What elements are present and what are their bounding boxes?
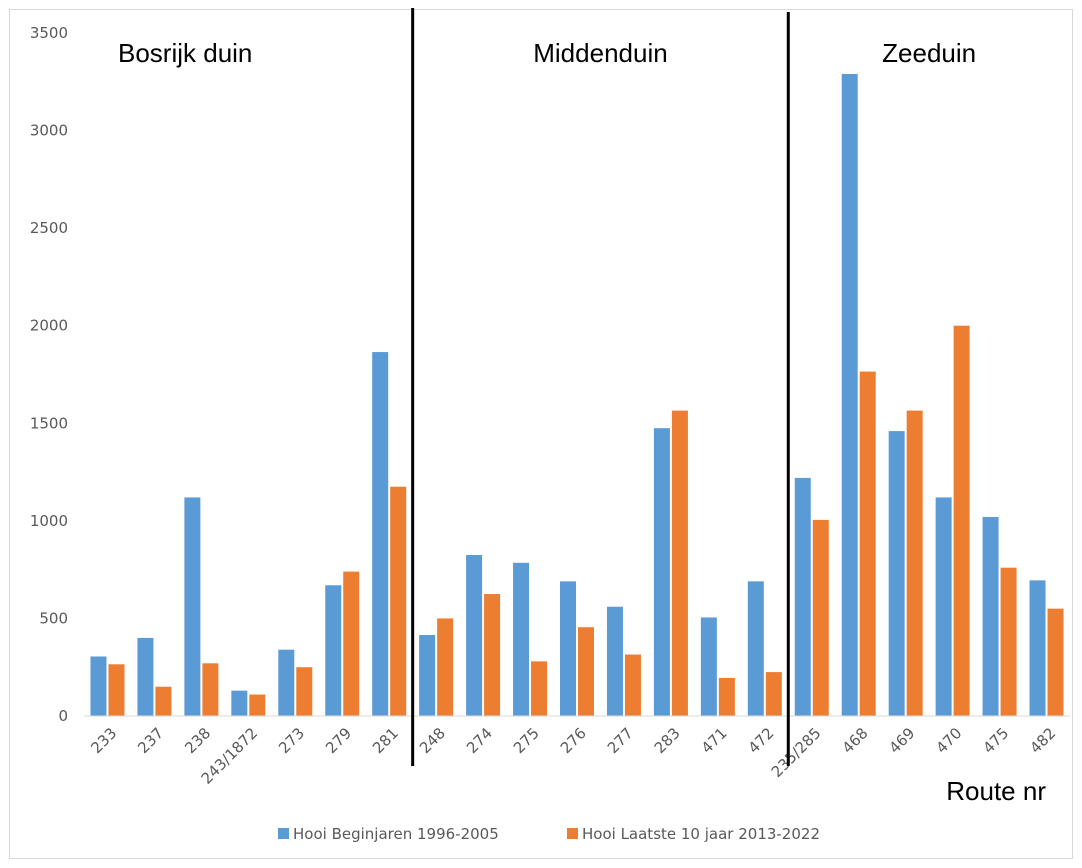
y-tick-label: 3500 bbox=[30, 24, 68, 42]
x-tick-label: 470 bbox=[932, 724, 965, 757]
bar-beginjaren-237 bbox=[137, 637, 154, 716]
y-tick-label: 0 bbox=[58, 707, 68, 725]
bar-laatste-243/1872 bbox=[249, 694, 266, 716]
bar-beginjaren-470 bbox=[935, 497, 952, 716]
x-tick-label: 248 bbox=[416, 724, 449, 757]
bar-laatste-237 bbox=[155, 686, 172, 716]
bar-beginjaren-275 bbox=[513, 562, 530, 716]
bar-beginjaren-277 bbox=[606, 606, 623, 716]
x-tick-label: 274 bbox=[463, 724, 496, 757]
bar-laatste-475 bbox=[1000, 567, 1017, 716]
bar-laatste-469 bbox=[906, 410, 923, 716]
bar-beginjaren-274 bbox=[466, 555, 483, 716]
y-tick-label: 1500 bbox=[30, 414, 68, 432]
legend-swatch bbox=[278, 828, 289, 839]
bar-laatste-281 bbox=[390, 486, 407, 716]
region-label: Middenduin bbox=[533, 38, 667, 68]
x-tick-label: 275 bbox=[510, 724, 543, 757]
legend-label: Hooi Laatste 10 jaar 2013-2022 bbox=[582, 825, 820, 843]
bar-beginjaren-469 bbox=[888, 431, 905, 716]
chart-frame bbox=[9, 9, 1073, 859]
y-tick-label: 1000 bbox=[30, 512, 68, 530]
bar-beginjaren-276 bbox=[560, 581, 576, 716]
x-tick-label: 237 bbox=[134, 724, 167, 757]
x-tick-label: 279 bbox=[322, 724, 355, 757]
bar-beginjaren-235/285 bbox=[794, 477, 811, 716]
bar-laatste-470 bbox=[953, 325, 970, 716]
bar-beginjaren-273 bbox=[278, 649, 295, 716]
bars bbox=[90, 73, 1064, 717]
bar-laatste-472 bbox=[765, 672, 782, 716]
bar-laatste-279 bbox=[343, 571, 360, 716]
bar-beginjaren-248 bbox=[419, 635, 436, 716]
bar-laatste-248 bbox=[437, 618, 454, 716]
legend-swatch bbox=[567, 828, 578, 839]
bar-laatste-274 bbox=[484, 594, 501, 716]
x-tick-label: 471 bbox=[698, 724, 731, 757]
bar-beginjaren-233 bbox=[90, 656, 107, 716]
x-tick-label: 475 bbox=[979, 724, 1012, 757]
x-tick-label: 238 bbox=[181, 724, 214, 757]
x-tick-label: 283 bbox=[651, 724, 684, 757]
x-tick-label: 277 bbox=[604, 724, 637, 757]
region-label: Bosrijk duin bbox=[118, 38, 252, 68]
bar-laatste-276 bbox=[578, 627, 594, 716]
bar-laatste-275 bbox=[531, 661, 548, 716]
x-axis-label: Route nr bbox=[946, 776, 1046, 806]
x-tick-label: 469 bbox=[886, 724, 919, 757]
region-labels: Bosrijk duin Middenduin Zeeduin bbox=[118, 38, 976, 68]
y-tick-label: 500 bbox=[39, 609, 68, 627]
bar-beginjaren-472 bbox=[747, 581, 764, 716]
bar-beginjaren-482 bbox=[1029, 580, 1046, 716]
bar-beginjaren-471 bbox=[700, 617, 717, 716]
bar-laatste-471 bbox=[718, 677, 735, 716]
bar-beginjaren-243/1872 bbox=[231, 690, 248, 716]
x-tick-label: 472 bbox=[745, 724, 778, 757]
bar-beginjaren-279 bbox=[325, 585, 342, 716]
bar-laatste-468 bbox=[859, 371, 876, 716]
bar-beginjaren-475 bbox=[982, 516, 999, 716]
bar-laatste-277 bbox=[624, 654, 641, 716]
legend: Hooi Beginjaren 1996-2005 Hooi Laatste 10… bbox=[278, 825, 820, 843]
y-tick-label: 2000 bbox=[30, 317, 68, 335]
bar-beginjaren-283 bbox=[653, 428, 670, 716]
x-tick-label: 273 bbox=[275, 724, 308, 757]
y-axis: 0 500 1000 1500 2000 2500 3000 3500 bbox=[30, 24, 68, 725]
bar-laatste-233 bbox=[108, 664, 125, 716]
bar-laatste-482 bbox=[1047, 608, 1064, 716]
x-tick-label: 281 bbox=[369, 724, 402, 757]
bar-laatste-238 bbox=[202, 663, 219, 716]
x-tick-label: 276 bbox=[557, 724, 590, 757]
bar-beginjaren-281 bbox=[372, 352, 389, 716]
region-dividers bbox=[411, 8, 790, 766]
y-tick-label: 2500 bbox=[30, 219, 68, 237]
x-tick-label: 468 bbox=[839, 724, 872, 757]
x-tick-label: 235/285 bbox=[768, 724, 825, 781]
x-tick-label: 233 bbox=[87, 724, 120, 757]
bar-laatste-235/285 bbox=[812, 519, 829, 716]
legend-label: Hooi Beginjaren 1996-2005 bbox=[293, 825, 499, 843]
region-label: Zeeduin bbox=[882, 38, 976, 68]
bar-beginjaren-238 bbox=[184, 497, 201, 716]
bar-laatste-283 bbox=[671, 410, 688, 716]
bar-beginjaren-468 bbox=[841, 73, 858, 717]
y-tick-label: 3000 bbox=[30, 122, 68, 140]
x-tick-label: 482 bbox=[1026, 724, 1059, 757]
bar-laatste-273 bbox=[296, 667, 313, 716]
